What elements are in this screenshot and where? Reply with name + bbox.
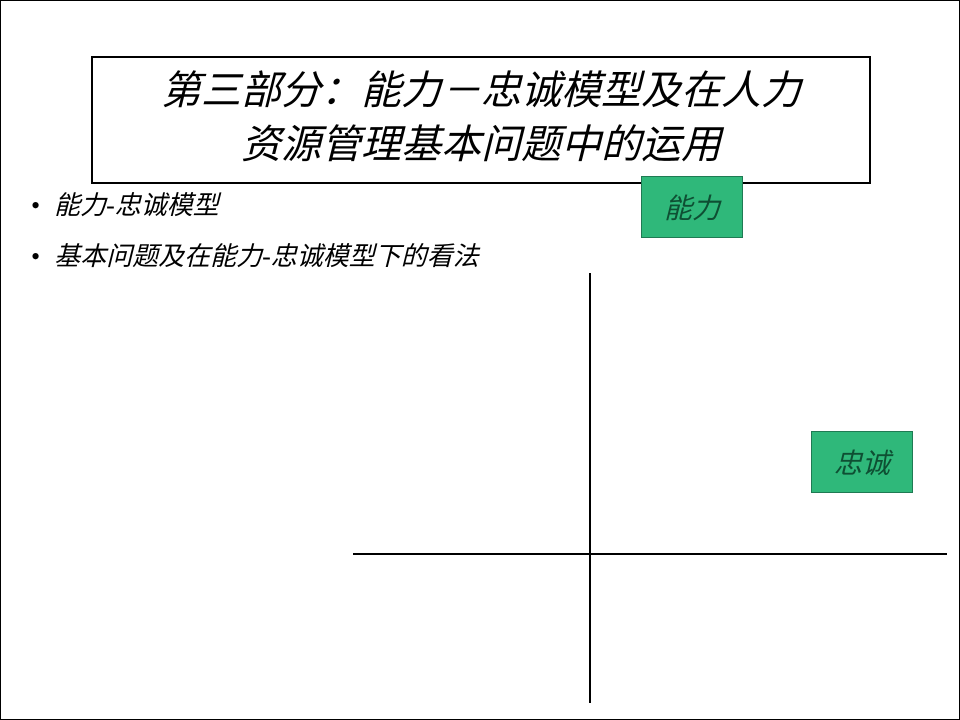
- title-line1: 第三部分：能力－忠诚模型及在人力: [161, 68, 801, 113]
- title-line2: 资源管理基本问题中的运用: [241, 122, 721, 167]
- list-item: • 能力-忠诚模型: [31, 186, 591, 225]
- horizontal-axis: [353, 553, 947, 555]
- title-text: 第三部分：能力－忠诚模型及在人力 资源管理基本问题中的运用: [105, 64, 857, 172]
- bullet-marker: •: [31, 237, 40, 276]
- axis-label-ability: 能力: [641, 176, 743, 238]
- bullet-marker: •: [31, 186, 40, 225]
- title-box: 第三部分：能力－忠诚模型及在人力 资源管理基本问题中的运用: [91, 56, 871, 184]
- axis-label-loyalty: 忠诚: [811, 431, 913, 493]
- list-item: • 基本问题及在能力-忠诚模型下的看法: [31, 237, 591, 276]
- bullet-text-1: 能力-忠诚模型: [54, 186, 219, 225]
- slide-container: 第三部分：能力－忠诚模型及在人力 资源管理基本问题中的运用 • 能力-忠诚模型 …: [0, 0, 960, 720]
- vertical-axis: [589, 273, 591, 703]
- bullet-text-2: 基本问题及在能力-忠诚模型下的看法: [54, 237, 479, 276]
- bullet-list: • 能力-忠诚模型 • 基本问题及在能力-忠诚模型下的看法: [31, 186, 591, 288]
